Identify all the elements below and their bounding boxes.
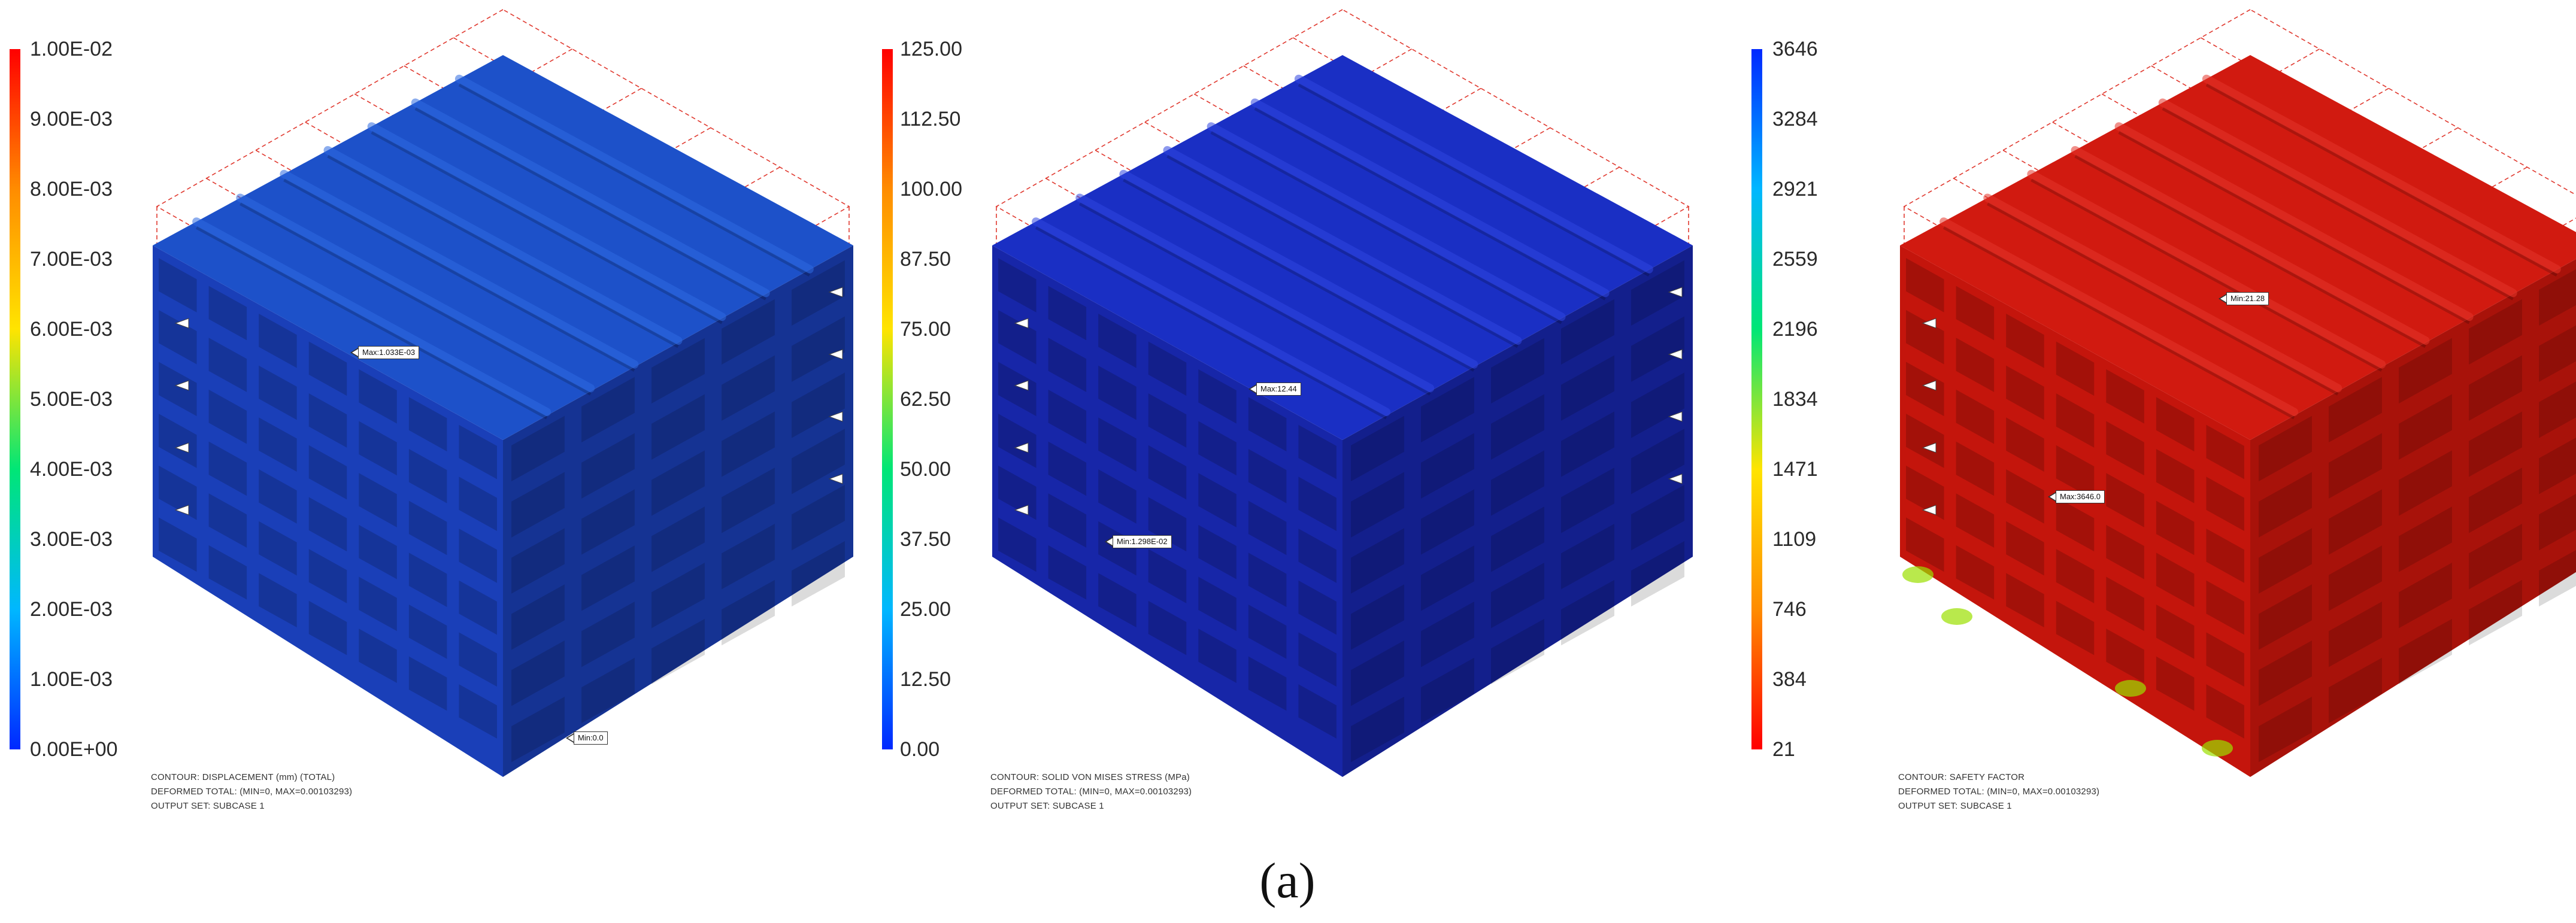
von-mises-stress-boundary-markers [1014,287,1683,515]
displacement-scale-label: 3.00E-03 [30,528,113,551]
safety-factor-low-factor-spots [1902,566,2233,757]
displacement-scale-label: 9.00E-03 [30,108,113,130]
von-mises-stress-scale-label: 87.50 [900,248,951,271]
displacement-info-line: OUTPUT SET: SUBCASE 1 [151,801,265,811]
displacement-top-ridges [192,74,814,420]
safety-factor-scale-label: 384 [1772,668,1807,691]
safety-factor-scale-label: 2559 [1772,248,1818,271]
von-mises-stress-panel [882,9,1693,777]
safety-factor-scale-label: 1471 [1772,458,1818,481]
displacement-scale-label: 1.00E-02 [30,38,113,60]
safety-factor-scale-label: 746 [1772,598,1807,621]
displacement-scale-label: 5.00E-03 [30,388,113,411]
displacement-scale-label: 8.00E-03 [30,178,113,201]
safety-factor-info-line: DEFORMED TOTAL: (MIN=0, MAX=0.00103293) [1898,787,2100,797]
displacement-color-scale-bar [10,49,20,749]
displacement-scale-label: 1.00E-03 [30,668,113,691]
von-mises-stress-lattice-cells [998,258,1684,763]
safety-factor-top-face [1900,55,2576,440]
displacement-scale-label: 6.00E-03 [30,318,113,341]
von-mises-stress-left-face [992,245,1342,777]
safety-factor-scale-label: 2196 [1772,318,1818,341]
displacement-scale-label: 7.00E-03 [30,248,113,271]
displacement-scale-label: 0.00E+00 [30,738,118,761]
safety-factor-boundary-markers [1922,292,2576,515]
displacement-min-tag: Min:0.0 [566,731,608,745]
von-mises-stress-scale-label: 125.00 [900,38,962,60]
safety-factor-left-face [1900,245,2250,777]
safety-factor-top-ridges [1939,74,2561,420]
von-mises-stress-right-face [1342,245,1693,777]
von-mises-stress-max-tag: Max:12.44 [1248,382,1301,396]
displacement-info-line: DEFORMED TOTAL: (MIN=0, MAX=0.00103293) [151,787,353,797]
von-mises-stress-info-line: DEFORMED TOTAL: (MIN=0, MAX=0.00103293) [990,787,1192,797]
von-mises-stress-scale-label: 37.50 [900,528,951,551]
von-mises-stress-scale-label: 112.50 [900,108,961,130]
von-mises-stress-min-tag: Min:1.298E-02 [1105,535,1172,548]
safety-factor-scale-label: 21 [1772,738,1795,761]
von-mises-stress-scale-label: 50.00 [900,458,951,481]
von-mises-stress-scale-label: 100.00 [900,178,962,201]
von-mises-stress-scale-label: 75.00 [900,318,951,341]
safety-factor-info-line: OUTPUT SET: SUBCASE 1 [1898,801,2012,811]
safety-factor-max-tag: Max:3646.0 [2048,490,2105,503]
displacement-panel [10,9,853,777]
safety-factor-color-scale-bar [1751,49,1762,749]
displacement-max-tag: Max:1.033E-03 [350,346,420,359]
displacement-boundary-markers [174,287,843,515]
safety-factor-scale-label: 2921 [1772,178,1818,201]
safety-factor-right-face [2250,259,2576,777]
displacement-scale-label: 2.00E-03 [30,598,113,621]
displacement-left-face [153,245,503,777]
safety-factor-panel [1751,9,2576,777]
von-mises-stress-scale-label: 0.00 [900,738,940,761]
displacement-scale-label: 4.00E-03 [30,458,113,481]
displacement-info-line: CONTOUR: DISPLACEMENT (mm) (TOTAL) [151,772,335,782]
von-mises-stress-info-line: OUTPUT SET: SUBCASE 1 [990,801,1104,811]
von-mises-stress-top-ridges [1032,74,1653,420]
von-mises-stress-info-line: CONTOUR: SOLID VON MISES STRESS (MPa) [990,772,1190,782]
von-mises-stress-color-scale-bar [882,49,893,749]
safety-factor-min-tag: Min:21.28 [2218,292,2269,305]
safety-factor-scale-label: 1834 [1772,388,1818,411]
von-mises-stress-scale-label: 12.50 [900,668,951,691]
von-mises-stress-scale-label: 62.50 [900,388,951,411]
safety-factor-scale-label: 1109 [1772,528,1817,551]
figure-caption: (a) [1259,853,1316,909]
displacement-right-face [503,245,853,777]
safety-factor-scale-label: 3284 [1772,108,1818,130]
safety-factor-lattice-cells [1906,258,2576,763]
displacement-lattice-cells [159,258,845,763]
safety-factor-scale-label: 3646 [1772,38,1818,60]
safety-factor-info-line: CONTOUR: SAFETY FACTOR [1898,772,2025,782]
von-mises-stress-scale-label: 25.00 [900,598,951,621]
